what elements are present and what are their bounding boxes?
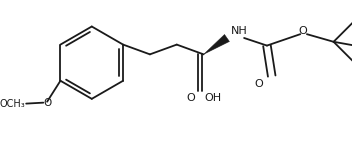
Polygon shape <box>204 35 229 54</box>
Text: OH: OH <box>204 93 222 103</box>
Text: O: O <box>186 93 195 103</box>
Text: OCH₃: OCH₃ <box>0 99 26 109</box>
Text: NH: NH <box>231 26 247 36</box>
Text: O: O <box>254 79 263 89</box>
Text: O: O <box>299 26 307 36</box>
Text: O: O <box>43 98 51 108</box>
